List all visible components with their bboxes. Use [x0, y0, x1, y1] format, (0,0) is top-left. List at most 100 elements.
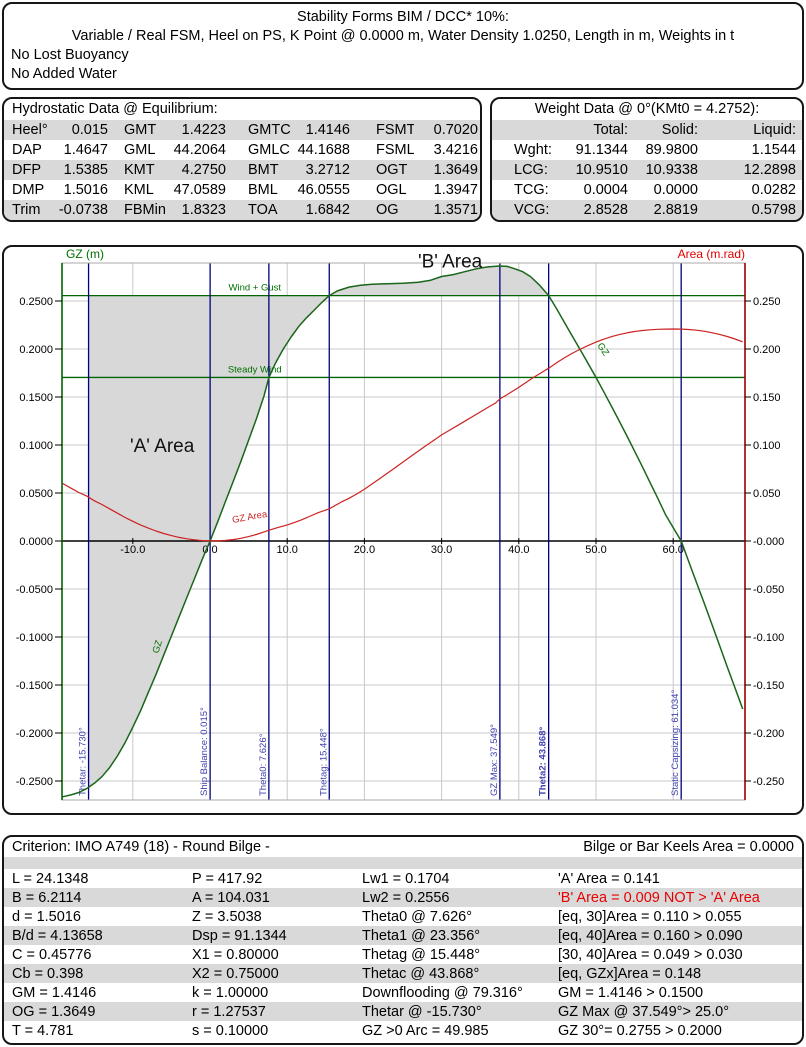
criterion-value: [30, 40]Area = 0.049 > 0.030 [558, 946, 743, 963]
theta-line-label: Theta0: 7.626° [258, 733, 269, 796]
criterion-value: 'A' Area = 0.141 [558, 870, 660, 887]
theta-line-label: GZ Max: 37.549° [489, 724, 500, 796]
hydro-value: 0.7020 [433, 122, 478, 138]
criterion-value: X1 = 0.80000 [192, 946, 279, 963]
report-subtitle: Variable / Real FSM, Heel on PS, K Point… [71, 28, 735, 44]
weight-value: 0.0004 [583, 182, 628, 198]
weight-value: 10.9510 [575, 162, 628, 178]
hydro-value: 1.4647 [63, 142, 108, 158]
hydro-label: GMLC [248, 142, 290, 158]
hydro-value: 44.2064 [173, 142, 226, 158]
left-tick-label: -0.0500 [16, 584, 53, 596]
criterion-value: GM = 1.4146 [12, 984, 97, 1001]
criterion-value: Lw2 = 0.2556 [362, 889, 450, 906]
criterion-value: Z = 3.5038 [192, 908, 262, 925]
hydrostatic-table: Heel° 0.015 GMT 1.4223 GMTC 1.4146 FSMT 0.7020 D… [4, 120, 480, 220]
criterion-row: B = 6.2114 A = 104.031 Lw2 = 0.2556 'B' Are… [4, 888, 802, 907]
criterion-value: s = 0.10000 [192, 1022, 269, 1039]
hydro-value: 1.5385 [63, 162, 108, 178]
theta-line-label: Thetag: 15.448° [318, 728, 329, 796]
hydro-value: 44.1688 [297, 142, 350, 158]
criterion-value: GZ Max @ 37.549°> 25.0° [558, 1003, 729, 1020]
criterion-bilge-area: Bilge or Bar Keels Area = 0.0000 [583, 839, 794, 855]
left-tick-label: 0.1500 [19, 392, 53, 404]
criterion-value: OG = 1.3649 [12, 1003, 96, 1020]
hydro-label: TOA [248, 202, 278, 218]
criterion-value: [eq, 40]Area = 0.160 > 0.090 [558, 927, 743, 944]
hydro-value: 1.4146 [305, 122, 350, 138]
theta-line-label: Theta2: 43.868° [538, 727, 549, 796]
hydro-value: 1.3947 [433, 182, 478, 198]
hydro-label: DAP [12, 142, 42, 158]
right-tick-label: -0.250 [753, 776, 784, 788]
hydrostatic-row: DMP 1.5016 KML 47.0589 BML 46.0555 OGL 1.3947 [4, 180, 480, 200]
weight-row: Wght: 91.1344 89.9800 1.1544 [492, 140, 802, 160]
hydro-value: 4.2750 [181, 162, 226, 178]
x-tick-label: 30.0 [431, 544, 452, 556]
left-tick-label: 0.0500 [19, 488, 53, 500]
hydro-label: FSMT [376, 122, 414, 138]
hydro-value: 1.5016 [63, 182, 108, 198]
theta-line-label: Static Capsizing: 61.034° [670, 690, 681, 796]
hydro-value: 47.0589 [173, 182, 226, 198]
hydro-label: DFP [12, 162, 41, 178]
criterion-value: A = 104.031 [192, 889, 270, 906]
report-note-water: No Added Water [11, 66, 117, 82]
hydro-value: -0.0738 [58, 202, 108, 218]
weight-label: TCG: [514, 182, 549, 198]
criterion-value: Thetar @ -15.730° [362, 1003, 482, 1020]
hydro-label: GMT [124, 122, 157, 138]
x-tick-label: 40.0 [508, 544, 529, 556]
right-tick-label: -0.150 [753, 680, 784, 692]
left-axis-title: GZ (m) [66, 247, 104, 261]
hydro-value: 1.6842 [305, 202, 350, 218]
hydrostatic-row: Trim -0.0738 FBMin 1.8323 TOA 1.6842 OG 1.3571 [4, 200, 480, 220]
a-area-label: 'A' Area [130, 436, 195, 457]
criterion-value: B = 6.2114 [12, 889, 82, 906]
criterion-value: GZ >0 Arc = 49.985 [362, 1022, 489, 1039]
weight-value: 0.0000 [653, 182, 698, 198]
right-axis-title: Area (m.rad) [678, 247, 745, 261]
gz-curve [62, 265, 744, 798]
hydrostatic-row: DFP 1.5385 KMT 4.2750 BMT 3.2712 OGT 1.3649 [4, 160, 480, 180]
hydro-label: FBMin [124, 202, 166, 218]
right-tick-label: 0.150 [753, 392, 781, 404]
left-tick-label: -0.2500 [16, 776, 53, 788]
weight-row: VCG: 2.8528 2.8819 0.5798 [492, 200, 802, 220]
x-tick-label: -10.0 [120, 544, 145, 556]
x-tick-label: 60.0 [662, 544, 683, 556]
weight-value: 0.5798 [751, 202, 796, 218]
hydro-value: 3.2712 [305, 162, 350, 178]
hydro-label: Heel° [12, 122, 48, 138]
criterion-value: Dsp = 91.1344 [192, 927, 287, 944]
criterion-value: k = 1.00000 [192, 984, 269, 1001]
wind-line-label: Steady Wind [228, 364, 282, 375]
hydro-value: 1.8323 [181, 202, 226, 218]
weight-value: 12.2898 [743, 162, 796, 178]
report-header-box: Stability Forms BIM / DCC* 10%: Variable… [2, 2, 804, 90]
theta-line-label: Thetar: -15.730° [78, 727, 89, 796]
criterion-value: [eq, 30]Area = 0.110 > 0.055 [558, 908, 742, 925]
weight-row: TCG: 0.0004 0.0000 0.0282 [492, 180, 802, 200]
criterion-title-row: Criterion: IMO A749 (18) - Round Bilge -… [4, 837, 802, 857]
left-tick-label: 0.1000 [19, 440, 53, 452]
hydrostatic-data-box: Hydrostatic Data @ Equilibrium: Heel° 0.0… [2, 97, 482, 222]
right-tick-label: -0.000 [753, 536, 784, 548]
criterion-box: Criterion: IMO A749 (18) - Round Bilge -… [2, 835, 804, 1045]
left-tick-label: 0.0000 [19, 536, 53, 548]
report-title: Stability Forms BIM / DCC* 10%: [297, 9, 509, 25]
criterion-spacer-row [4, 857, 802, 869]
hydro-label: OG [376, 202, 399, 218]
criterion-row: T = 4.781 s = 0.10000 GZ >0 Arc = 49.985 GZ… [4, 1021, 802, 1040]
criterion-row: OG = 1.3649 r = 1.27537 Thetar @ -15.730° G… [4, 1002, 802, 1021]
weight-label: Wght: [514, 142, 552, 158]
hydrostatic-row: DAP 1.4647 GML 44.2064 GMLC 44.1688 FSML 3.4216 [4, 140, 480, 160]
criterion-row: C = 0.45776 X1 = 0.80000 Thetag @ 15.448° [… [4, 945, 802, 964]
left-tick-label: 0.2000 [19, 344, 53, 356]
criterion-value: Downflooding @ 79.316° [362, 984, 523, 1001]
criterion-value: B/d = 4.13658 [12, 927, 103, 944]
weight-column-header: Solid: [661, 122, 698, 138]
hydrostatic-row: Heel° 0.015 GMT 1.4223 GMTC 1.4146 FSMT 0.7020 [4, 120, 480, 140]
